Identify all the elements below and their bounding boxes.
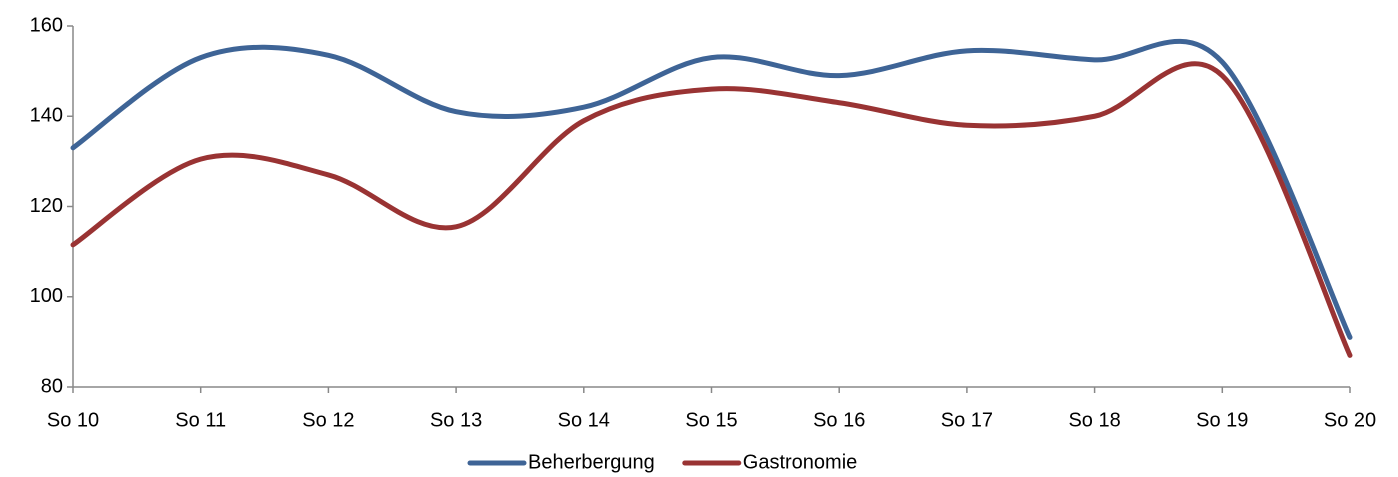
x-tick-label: So 11 xyxy=(175,409,226,431)
x-tick-label: So 14 xyxy=(558,409,610,431)
legend-label: Beherbergung xyxy=(528,451,655,473)
x-tick-label: So 10 xyxy=(47,409,99,431)
x-tick-label: So 18 xyxy=(1068,409,1120,431)
y-tick-label: 80 xyxy=(41,375,63,397)
x-tick-label: So 15 xyxy=(685,409,737,431)
x-tick-label: So 12 xyxy=(302,409,354,431)
x-tick-label: So 16 xyxy=(813,409,865,431)
series-line xyxy=(70,38,1353,340)
legend-label: Gastronomie xyxy=(743,451,858,473)
x-tick-label: So 19 xyxy=(1196,409,1248,431)
x-tick-label: So 13 xyxy=(430,409,482,431)
series-line xyxy=(70,61,1353,358)
y-tick-label: 120 xyxy=(30,195,63,217)
y-tick-label: 140 xyxy=(30,105,63,127)
x-tick-label: So 20 xyxy=(1324,409,1376,431)
y-tick-label: 160 xyxy=(30,14,63,36)
x-tick-label: So 17 xyxy=(941,409,993,431)
y-tick-label: 100 xyxy=(30,285,63,307)
